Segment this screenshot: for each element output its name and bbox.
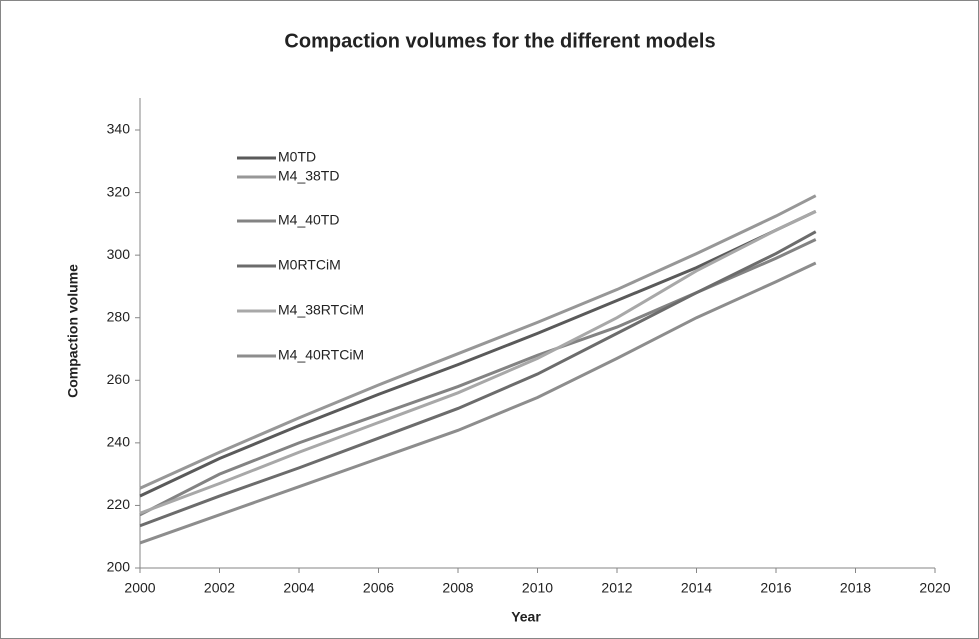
chart-title: Compaction volumes for the different mod… <box>284 30 715 52</box>
x-tick-label: 2016 <box>760 580 791 596</box>
x-tick-label: 2010 <box>522 580 553 596</box>
x-tick-label: 2012 <box>601 580 632 596</box>
x-tick-label: 2008 <box>442 580 473 596</box>
y-tick-label: 320 <box>107 183 131 199</box>
legend-label: M0TD <box>278 149 316 165</box>
x-tick-label: 2014 <box>681 580 712 596</box>
y-axis-label: Compaction volume <box>65 264 81 398</box>
series-line <box>139 230 817 528</box>
legend-label: M0RTCiM <box>278 257 341 273</box>
x-tick-label: 2006 <box>363 580 394 596</box>
legend-label: M4_38RTCiM <box>278 302 364 318</box>
legend-label: M4_40RTCiM <box>278 347 364 363</box>
x-tick-label: 2018 <box>840 580 871 596</box>
series-line <box>139 261 817 545</box>
y-tick-label: 260 <box>107 371 131 387</box>
x-tick-label: 2000 <box>124 580 155 596</box>
y-tick-label: 240 <box>107 434 131 450</box>
x-tick-label: 2002 <box>204 580 235 596</box>
y-tick-label: 280 <box>107 308 131 324</box>
y-tick-label: 200 <box>107 559 131 575</box>
y-tick-label: 220 <box>107 496 131 512</box>
x-axis-label: Year <box>511 609 541 625</box>
series-line <box>139 238 817 517</box>
x-tick-label: 2020 <box>919 580 950 596</box>
legend-label: M4_40TD <box>278 212 339 228</box>
legend-label: M4_38TD <box>278 168 339 184</box>
y-tick-label: 340 <box>107 121 131 137</box>
series-line <box>139 209 817 515</box>
y-tick-label: 300 <box>107 246 131 262</box>
series-line <box>139 194 817 490</box>
x-tick-label: 2004 <box>283 580 314 596</box>
